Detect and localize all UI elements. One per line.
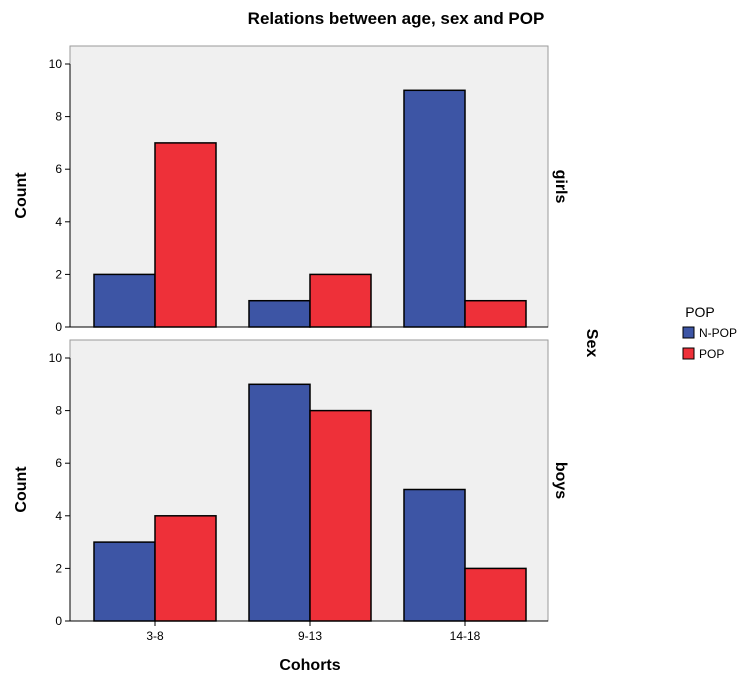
bar-boys-POP-9-13 <box>309 409 372 622</box>
y-tick-label: 6 <box>55 456 62 470</box>
bar-boys-POP-14-18 <box>464 567 527 622</box>
legend-swatch-POP <box>682 347 695 360</box>
legend: POP N-POP POP <box>682 304 737 361</box>
bar-girls-N-POP-14-18 <box>403 89 466 328</box>
y-tick-label: 6 <box>55 162 62 176</box>
bar-girls-N-POP-9-13 <box>248 299 311 328</box>
bar-girls-POP-14-18 <box>464 299 527 328</box>
panel-label-girls: girls <box>552 170 569 204</box>
legend-swatch-N-POP <box>682 326 695 339</box>
y-tick-label: 4 <box>55 215 62 229</box>
y-tick-label: 4 <box>55 509 62 523</box>
chart-title: Relations between age, sex and POP <box>248 9 545 28</box>
panels-layer: 0 2 4 6 8 10 Count girls 0 2 4 6 8 10 Count boys 3-8 9-13… <box>13 45 569 643</box>
bar-boys-N-POP-3-8 <box>93 541 156 622</box>
panel-boys: 0 2 4 6 8 10 Count boys <box>13 339 569 628</box>
x-tick-label: 14-18 <box>450 629 481 643</box>
panel-girls: 0 2 4 6 8 10 Count girls <box>13 45 569 334</box>
legend-label-POP: POP <box>699 347 724 361</box>
y-axis-title: Count <box>13 172 30 219</box>
bar-boys-N-POP-14-18 <box>403 488 466 622</box>
bar-boys-N-POP-9-13 <box>248 383 311 622</box>
bar-girls-POP-9-13 <box>309 273 372 328</box>
y-tick-label: 10 <box>49 351 63 365</box>
bar-girls-POP-3-8 <box>154 142 217 328</box>
bar-boys-POP-3-8 <box>154 515 217 622</box>
y-tick-label: 8 <box>55 110 62 124</box>
x-tick-label: 3-8 <box>146 629 164 643</box>
y-tick-label: 8 <box>55 404 62 418</box>
legend-title: POP <box>685 304 715 320</box>
y-axis-title: Count <box>13 466 30 513</box>
facet-label-sex: Sex <box>583 329 600 358</box>
y-tick-label: 2 <box>55 561 62 575</box>
legend-label-N-POP: N-POP <box>699 326 737 340</box>
panel-label-boys: boys <box>552 462 569 499</box>
y-tick-label: 0 <box>55 614 62 628</box>
x-axis-title: Cohorts <box>279 657 340 674</box>
x-tick-label: 9-13 <box>298 629 322 643</box>
y-tick-label: 2 <box>55 267 62 281</box>
y-tick-label: 10 <box>49 57 63 71</box>
y-tick-label: 0 <box>55 320 62 334</box>
bar-girls-N-POP-3-8 <box>93 273 156 328</box>
